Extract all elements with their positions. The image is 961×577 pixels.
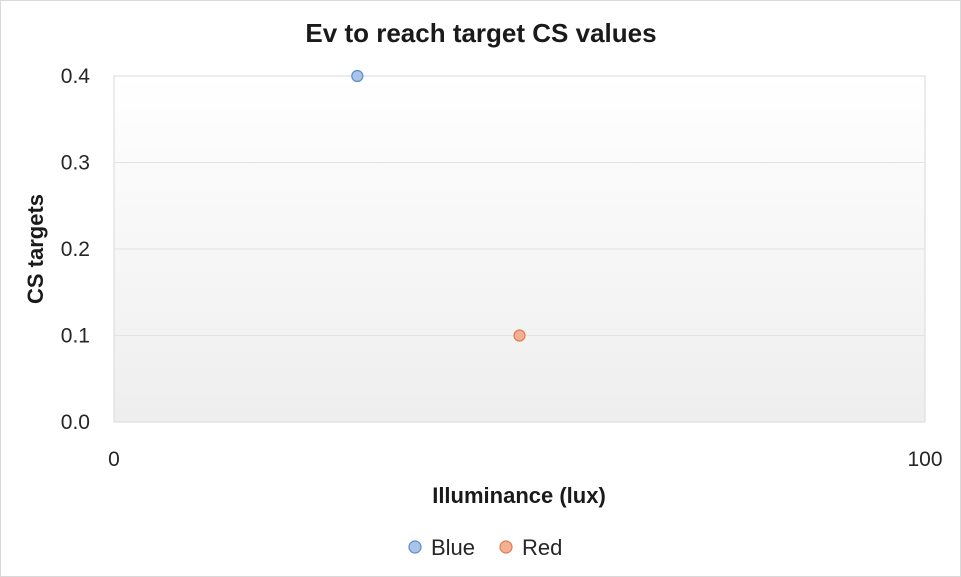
legend: Blue Red	[408, 535, 562, 560]
legend-marker-blue	[408, 540, 422, 554]
y-axis-ticks: 0.0 0.1 0.2 0.3 0.4	[61, 65, 91, 434]
y-axis-title: CS targets	[23, 194, 48, 304]
chart-title: Ev to reach target CS values	[305, 18, 656, 48]
legend-label-blue: Blue	[431, 535, 475, 560]
y-tick-label: 0.3	[61, 152, 90, 175]
legend-marker-red	[499, 540, 513, 554]
x-axis-ticks: 0 100	[108, 448, 942, 471]
x-tick-label: 0	[108, 448, 120, 471]
y-tick-label: 0.0	[61, 411, 90, 434]
x-tick-label: 100	[907, 448, 942, 471]
data-points	[351, 69, 526, 342]
x-axis-title: Illuminance (lux)	[432, 483, 606, 508]
y-tick-label: 0.2	[61, 238, 90, 261]
legend-label-red: Red	[522, 535, 562, 560]
y-tick-label: 0.4	[61, 65, 91, 88]
y-tick-label: 0.1	[61, 325, 90, 348]
data-point-red	[513, 329, 526, 342]
data-point-blue	[351, 69, 364, 83]
